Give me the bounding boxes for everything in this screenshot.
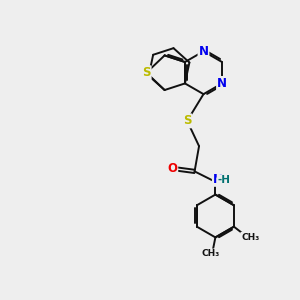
Text: -H: -H: [217, 175, 230, 185]
Text: N: N: [217, 77, 227, 90]
Text: CH₃: CH₃: [202, 249, 220, 258]
Text: CH₃: CH₃: [241, 232, 260, 242]
Text: N: N: [212, 173, 223, 186]
Text: S: S: [183, 114, 191, 128]
Text: N: N: [199, 45, 208, 58]
Text: O: O: [167, 162, 177, 175]
Text: S: S: [142, 66, 151, 79]
